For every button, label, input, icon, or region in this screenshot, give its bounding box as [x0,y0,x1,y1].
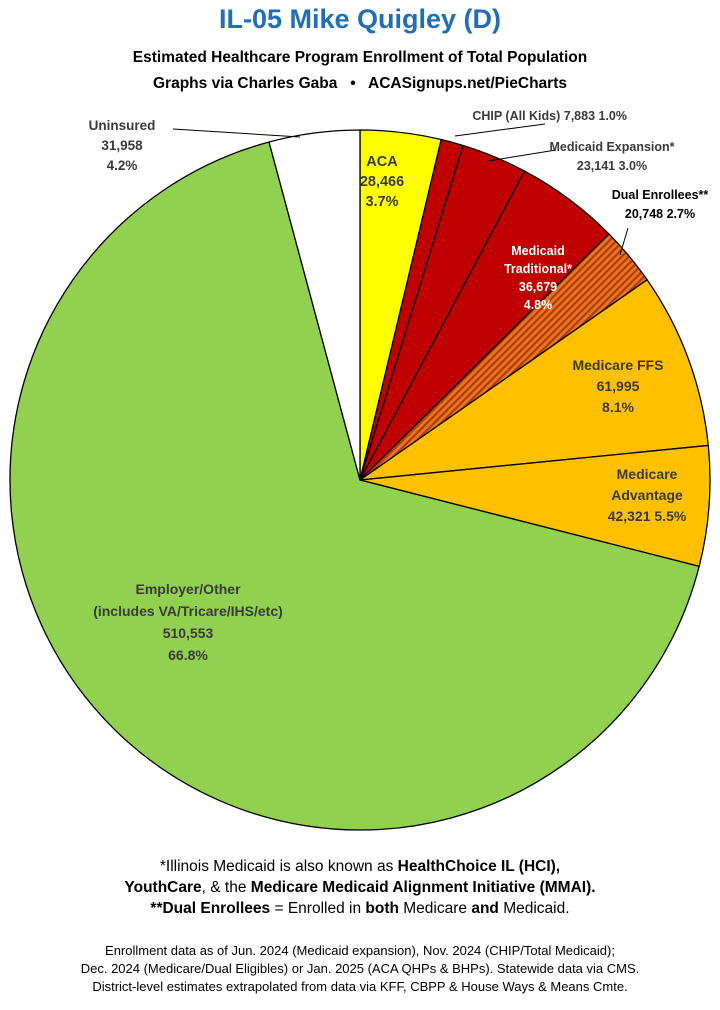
pie-slice [359,279,709,481]
footnote-bold: **Dual Enrollees [150,900,271,917]
slice-label-line: 61,995 [597,378,640,394]
slice-label-line: ACA [366,154,398,170]
chart-title: IL-05 Mike Quigley (D) [218,4,502,34]
data-sources: Enrollment data as of Jun. 2024 (Medicai… [0,942,720,996]
slice-label-line: 4.2% [107,158,138,173]
footnote-medicaid-line2: YouthCare, & the Medicare Medicaid Align… [0,877,720,898]
source-line: Dec. 2024 (Medicare/Dual Eligibles) or J… [80,961,640,976]
footnote-bold: Medicare Medicaid Alignment Initiative (… [250,879,596,896]
leader-line [619,227,629,256]
slice-label-line: 42,321 5.5% [608,508,687,524]
slice-label-line: 3.7% [365,194,398,210]
slice-label-line: Medicare FFS [572,357,663,373]
slice-label-line: Medicaid [511,244,565,258]
slice-label-line: Medicaid Expansion* [549,140,674,154]
slice-label-line: Employer/Other [135,581,241,597]
slice-label-line: Advantage [611,487,683,503]
slice-label-line: Uninsured [89,118,156,133]
footnote-dual-enrollees: **Dual Enrollees = Enrolled in both Medi… [0,898,720,919]
chart-credit: Graphs via Charles Gaba • ACASignups.net… [153,75,567,92]
footnote-medicaid-line1: *Illinois Medicaid is also known as Heal… [0,856,720,877]
slice-label: Employer/Other (includes VA/Tricare/IHS/e… [93,581,283,663]
source-line: District-level estimates extrapolated fr… [92,979,628,994]
slice-label: Medicaid Expansion* 23,141 3.0% [549,140,674,173]
slice-label: Medicare Advantage 42,321 5.5% [608,466,687,524]
slice-label-line: 66.8% [168,647,208,663]
pie-slice [268,129,361,481]
leader-line [487,149,557,162]
footnote-bold: HealthChoice IL (HCI), [397,858,561,875]
footnote-bold: YouthCare [124,879,202,896]
slice-label-line: Medicare [617,466,678,482]
slice-label: Dual Enrollees** 20,748 2.7% [612,188,709,221]
slice-label-line: 31,958 [101,138,143,153]
slice-label-line: 23,141 3.0% [577,159,647,173]
slice-label-line: 4.8% [524,298,553,312]
slice-label-line: (includes VA/Tricare/IHS/etc) [93,603,283,619]
slice-label-line: 8.1% [602,399,634,415]
slice-label: Medicaid Traditional* 36,679 4.8% [504,244,572,312]
slice-label: Uninsured 31,958 4.2% [89,118,156,173]
footnote-text: , & the [201,879,251,896]
leader-line [172,128,301,138]
slice-label-line: Dual Enrollees** [612,188,709,202]
slice-label: CHIP (All Kids) 7,883 1.0% [472,109,627,123]
slice-label-line: 20,748 2.7% [625,207,695,221]
footnote-text: Medicaid. [498,900,570,917]
chart-subtitle: Estimated Healthcare Program Enrollment … [132,49,588,66]
source-line: Enrollment data as of Jun. 2024 (Medicai… [105,943,615,958]
slice-label-line: CHIP (All Kids) 7,883 1.0% [472,109,627,123]
slice-label-line: 28,466 [360,174,404,190]
footnote-text: = Enrolled in [270,900,366,917]
slice-label: Medicare FFS 61,995 8.1% [572,357,663,415]
footnote-bold: both [365,900,399,917]
slice-label: ACA 28,466 3.7% [360,154,404,210]
pie-chart: ACA 28,466 3.7% CHIP (All Kids) 7,883 1.0% M… [9,109,711,831]
footnotes: *Illinois Medicaid is also known as Heal… [0,856,720,919]
footnote-text: Medicare [398,900,472,917]
slice-label-line: 510,553 [163,625,214,641]
footnote-text: *Illinois Medicaid is also known as [159,858,398,875]
slice-label-line: 36,679 [519,280,557,294]
pie-slice [9,141,700,831]
footnote-bold: and [471,900,499,917]
leader-line [454,123,546,137]
slice-label-line: Traditional* [504,262,572,276]
